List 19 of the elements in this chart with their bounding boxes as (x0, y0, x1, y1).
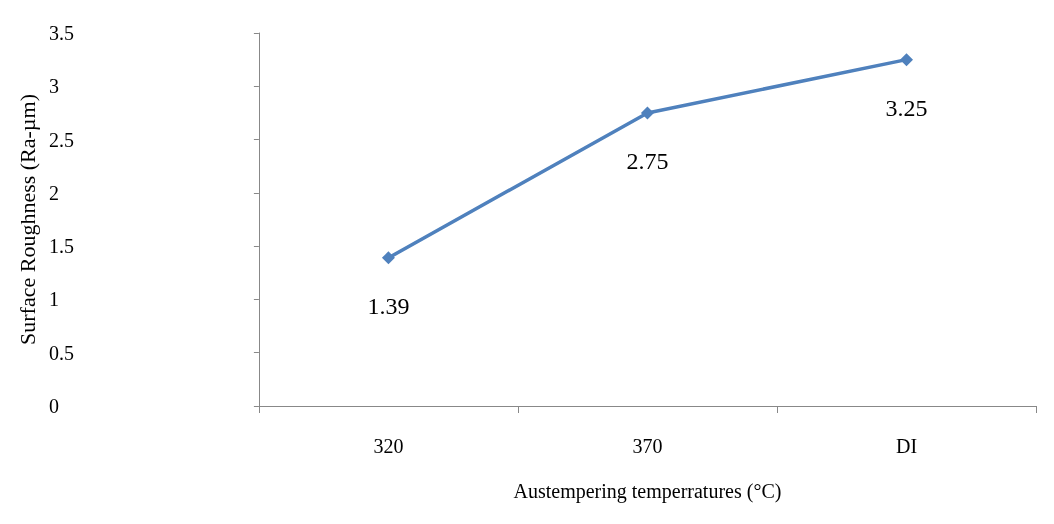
y-tick-label: 1.5 (48, 235, 74, 258)
y-tick-label: 2.5 (48, 128, 74, 151)
point (381, 251, 395, 265)
y-tick-label: 0.5 (48, 341, 74, 364)
y-tick-label: 0 (48, 395, 59, 417)
point (899, 53, 913, 67)
data-label: 3.25 (885, 95, 928, 122)
data-label: 1.39 (367, 293, 410, 320)
y-tick-label: 2 (48, 181, 59, 204)
y-tick-label: 3 (48, 75, 59, 98)
x-axis-title: Austempering temperratures (°C) (513, 480, 782, 503)
x-tick-label: 320 (373, 435, 404, 457)
x-tick-label: DI (895, 435, 918, 457)
y-tick-label: 3.5 (48, 22, 74, 44)
x-tick-label: 370 (632, 435, 663, 457)
point (640, 106, 654, 120)
y-axis-title: Surface Roughness (Ra-µm) (14, 94, 40, 345)
y-tick-label: 1 (48, 288, 59, 311)
data-label: 2.75 (626, 148, 669, 175)
